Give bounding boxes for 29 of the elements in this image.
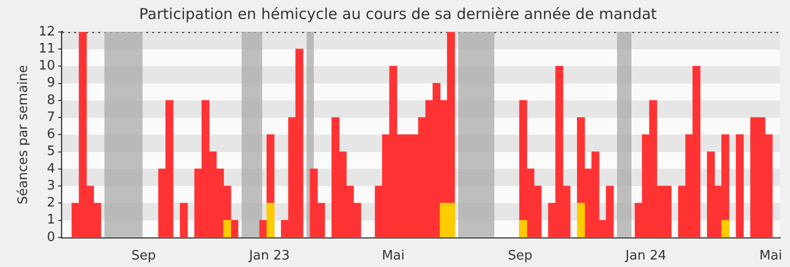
y-tick-label: 1 (46, 212, 56, 228)
bar (180, 202, 188, 238)
y-tick-label: 9 (46, 76, 56, 91)
chart-title: Participation en hémicycle au cours de sa dernière année de mandat (139, 4, 657, 23)
y-tick-label: 7 (46, 110, 56, 125)
x-tick-label: Sep (508, 248, 532, 264)
bar (223, 220, 232, 238)
y-tick-label: 11 (38, 41, 56, 56)
bar (519, 220, 528, 238)
x-tick-label: Mai (382, 248, 405, 264)
bar (721, 220, 730, 238)
y-tick-label: 12 (38, 24, 56, 40)
y-tick-label: 10 (38, 58, 56, 74)
bar (736, 134, 744, 238)
y-tick-label: 8 (46, 92, 56, 108)
x-tick-label: Sep (131, 248, 156, 264)
y-tick-label: 2 (46, 196, 56, 211)
x-tick-label: Jan 23 (248, 248, 290, 264)
x-tick-label: Mai (759, 248, 782, 264)
y-tick-label: 6 (46, 127, 56, 142)
y-tick-label: 4 (46, 161, 56, 176)
y-tick-label: 3 (46, 178, 56, 194)
y-tick-label: 5 (46, 144, 56, 160)
y-axis-title: Séances par semaine (16, 64, 32, 204)
bar (230, 220, 238, 238)
x-tick-label: Jan 24 (624, 248, 666, 264)
bar (577, 202, 585, 238)
bar (266, 202, 274, 238)
y-tick-label: 0 (46, 230, 56, 245)
